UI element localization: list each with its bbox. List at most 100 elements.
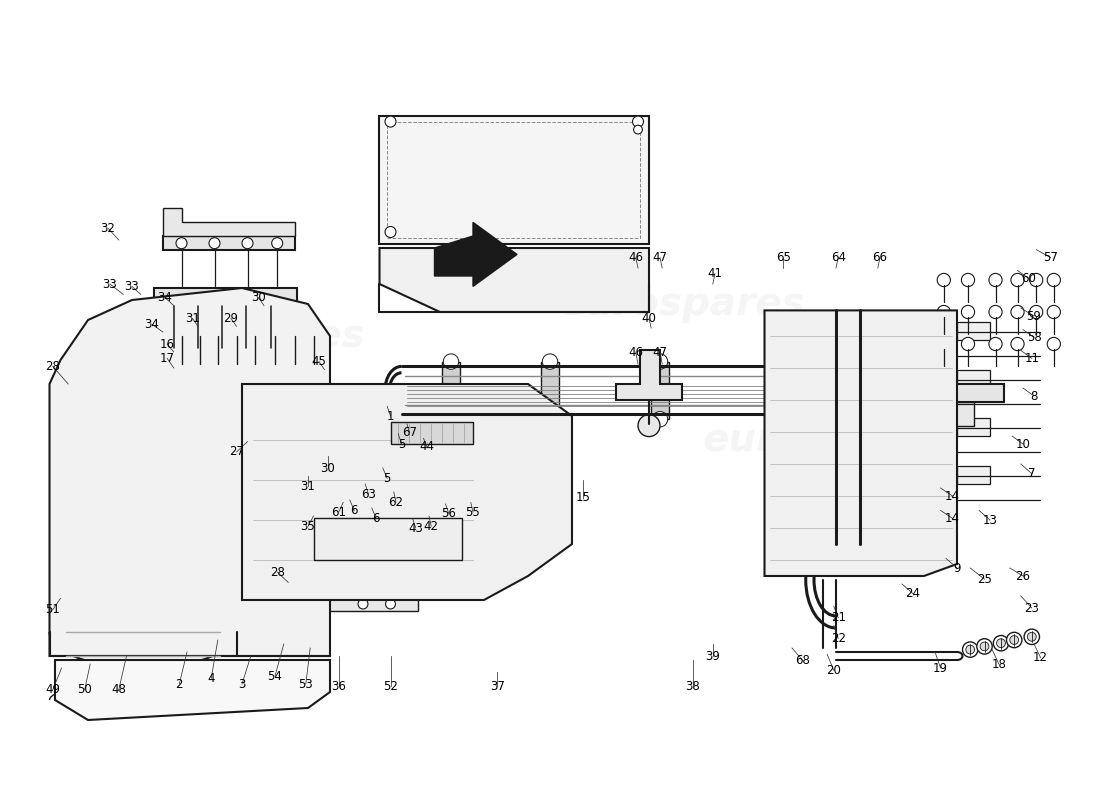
Text: 67: 67 [402, 426, 417, 438]
Text: 5: 5 [398, 438, 405, 450]
Circle shape [308, 599, 319, 609]
Bar [933, 384, 1004, 402]
Text: 66: 66 [872, 251, 888, 264]
Bar [358, 484, 402, 504]
Circle shape [59, 675, 68, 685]
Circle shape [358, 599, 367, 609]
Polygon shape [390, 422, 473, 444]
Circle shape [1010, 635, 1019, 645]
Circle shape [1047, 306, 1060, 318]
Bar [154, 288, 297, 306]
Text: 26: 26 [1015, 570, 1031, 582]
Text: 36: 36 [331, 680, 346, 693]
Circle shape [385, 226, 396, 238]
Text: 55: 55 [465, 506, 481, 518]
Polygon shape [55, 660, 330, 720]
Text: 60: 60 [1021, 272, 1036, 285]
Text: 29: 29 [223, 312, 239, 325]
Bar [387, 122, 640, 238]
Bar [957, 322, 990, 340]
Bar [957, 466, 990, 484]
Bar [541, 362, 559, 419]
Circle shape [989, 274, 1002, 286]
Circle shape [352, 537, 374, 559]
Circle shape [324, 517, 346, 539]
Circle shape [286, 426, 330, 470]
Text: 68: 68 [795, 654, 811, 667]
Text: 9: 9 [954, 562, 960, 574]
Text: 30: 30 [251, 291, 266, 304]
Text: 16: 16 [160, 338, 175, 350]
Text: 22: 22 [830, 632, 846, 645]
Circle shape [977, 638, 992, 654]
Text: 57: 57 [1043, 251, 1058, 264]
Circle shape [830, 396, 846, 412]
Text: 33: 33 [124, 280, 140, 293]
Circle shape [264, 344, 277, 357]
Text: 3: 3 [239, 678, 245, 690]
Text: 64: 64 [830, 251, 846, 264]
Bar [242, 594, 418, 611]
Text: 27: 27 [229, 446, 244, 458]
Circle shape [191, 344, 205, 357]
Polygon shape [314, 518, 462, 560]
Text: 31: 31 [300, 480, 316, 493]
Text: 42: 42 [424, 520, 439, 533]
Circle shape [324, 537, 346, 559]
Circle shape [634, 126, 642, 134]
Text: 10: 10 [1015, 438, 1031, 450]
Polygon shape [242, 384, 572, 600]
Text: 56: 56 [441, 507, 456, 520]
Bar [442, 362, 460, 419]
Circle shape [823, 437, 854, 467]
Circle shape [1011, 306, 1024, 318]
Polygon shape [163, 208, 295, 236]
Circle shape [823, 485, 854, 515]
Circle shape [989, 306, 1002, 318]
Circle shape [334, 506, 348, 518]
Text: 46: 46 [628, 251, 643, 264]
Text: 18: 18 [991, 658, 1006, 670]
Circle shape [823, 461, 854, 491]
Text: 58: 58 [1026, 331, 1042, 344]
Circle shape [652, 411, 668, 427]
Text: eurospares: eurospares [702, 421, 948, 459]
Text: 19: 19 [933, 662, 948, 674]
Circle shape [289, 361, 300, 372]
Text: 62: 62 [388, 496, 404, 509]
Circle shape [618, 387, 631, 400]
Text: 47: 47 [652, 346, 668, 358]
Text: 20: 20 [826, 664, 842, 677]
Text: 28: 28 [270, 566, 285, 578]
Circle shape [332, 540, 372, 580]
Polygon shape [434, 222, 517, 286]
Text: 4: 4 [208, 672, 214, 685]
Circle shape [980, 642, 989, 651]
Circle shape [272, 238, 283, 249]
Bar [952, 402, 974, 426]
Bar [163, 236, 295, 250]
Circle shape [1027, 633, 1036, 642]
Text: 13: 13 [982, 514, 998, 526]
Circle shape [961, 274, 975, 286]
Circle shape [823, 413, 854, 443]
Circle shape [632, 116, 644, 127]
Circle shape [966, 645, 975, 654]
Circle shape [1011, 274, 1024, 286]
Text: 46: 46 [628, 346, 643, 358]
Circle shape [212, 361, 223, 372]
Text: 31: 31 [185, 312, 200, 325]
Circle shape [67, 695, 76, 705]
Text: 41: 41 [707, 267, 723, 280]
Text: 44: 44 [419, 440, 435, 453]
Circle shape [167, 344, 180, 357]
Circle shape [989, 338, 1002, 350]
Circle shape [242, 238, 253, 249]
Text: 32: 32 [100, 222, 116, 234]
Circle shape [823, 341, 854, 371]
Circle shape [270, 361, 280, 372]
Text: 48: 48 [111, 683, 126, 696]
Circle shape [830, 492, 846, 508]
Text: 40: 40 [641, 312, 657, 325]
Circle shape [216, 344, 229, 357]
